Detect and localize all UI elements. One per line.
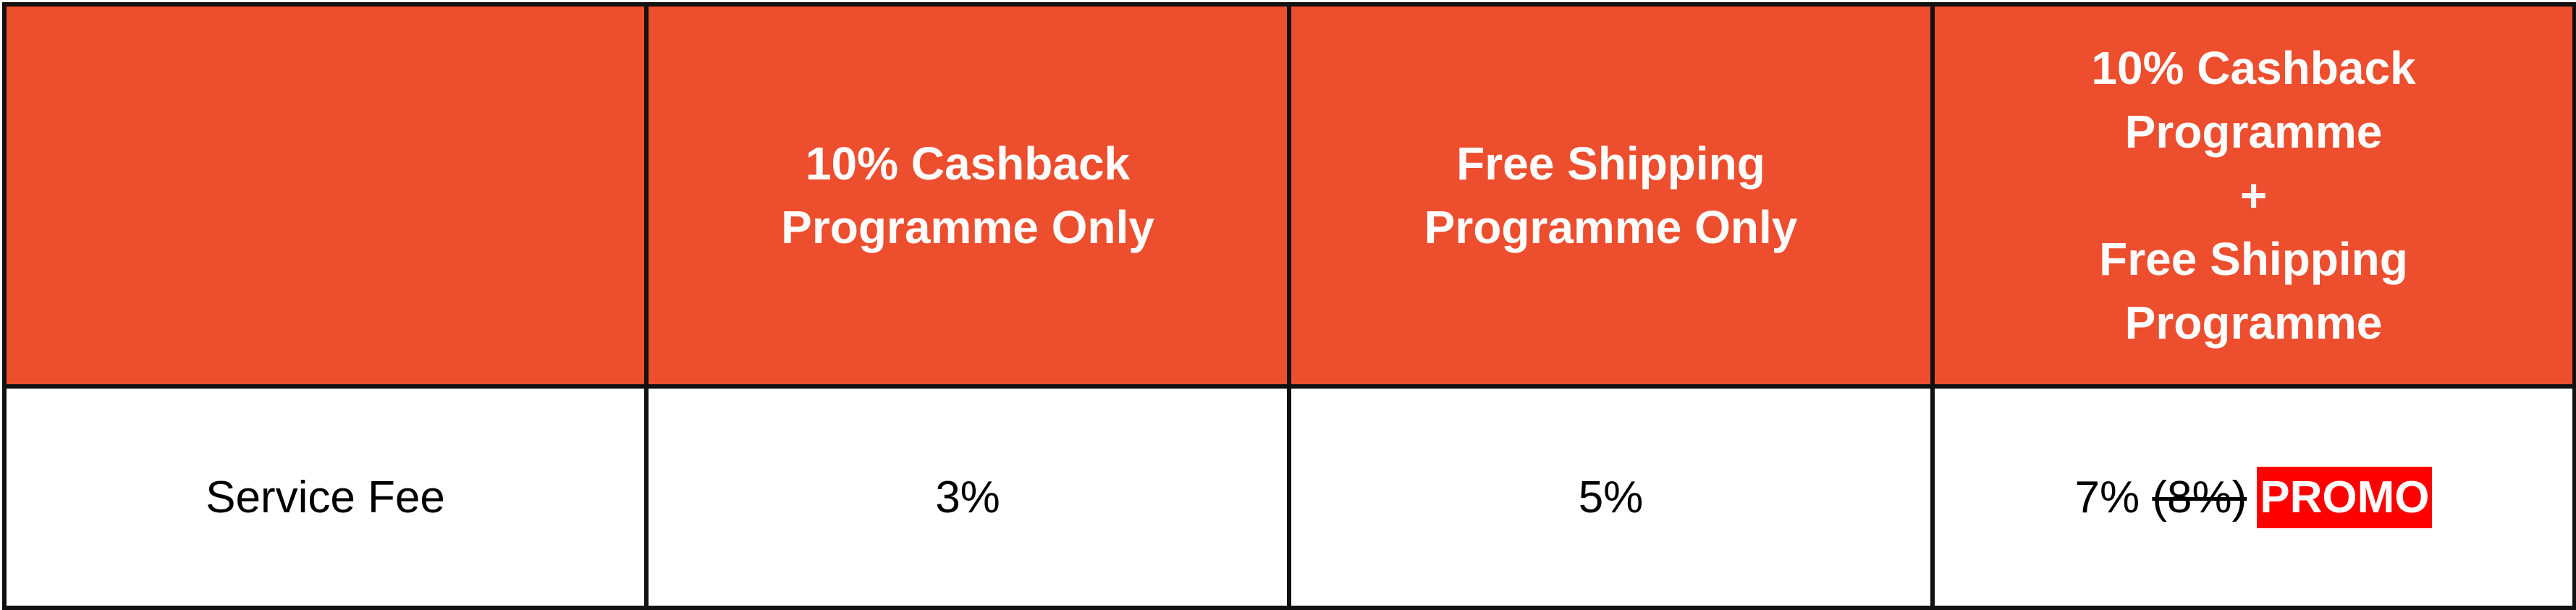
header-line: Programme Only	[1424, 201, 1798, 253]
header-line: +	[2239, 169, 2268, 221]
header-line: Programme	[2124, 106, 2383, 158]
header-line: 10% Cashback	[2091, 42, 2416, 94]
table-row: Service Fee 3% 5% 7% (8%) PROMO	[2, 384, 2576, 610]
header-line: Programme Only	[781, 201, 1154, 253]
header-cashback-only: 10% Cashback Programme Only	[644, 2, 1291, 389]
free-shipping-only-fee: 5%	[1287, 384, 1935, 610]
header-line: Programme	[2124, 297, 2383, 349]
combined-fee-cell: 7% (8%) PROMO	[1930, 384, 2576, 610]
row-label: Service Fee	[2, 384, 649, 610]
header-row: 10% Cashback Programme Only Free Shippin…	[2, 2, 2576, 389]
header-free-shipping-only: Free Shipping Programme Only	[1287, 2, 1935, 389]
header-line: Free Shipping	[2099, 233, 2408, 285]
header-line: Free Shipping	[1456, 137, 1765, 190]
combined-fee-original: (8%)	[2152, 472, 2247, 522]
cashback-only-fee: 3%	[644, 384, 1291, 610]
header-line: 10% Cashback	[805, 137, 1131, 190]
promo-badge: PROMO	[2257, 466, 2433, 528]
header-combined: 10% Cashback Programme + Free Shipping P…	[1930, 2, 2576, 389]
header-empty-cell	[2, 2, 649, 389]
combined-fee-current: 7%	[2074, 472, 2140, 522]
